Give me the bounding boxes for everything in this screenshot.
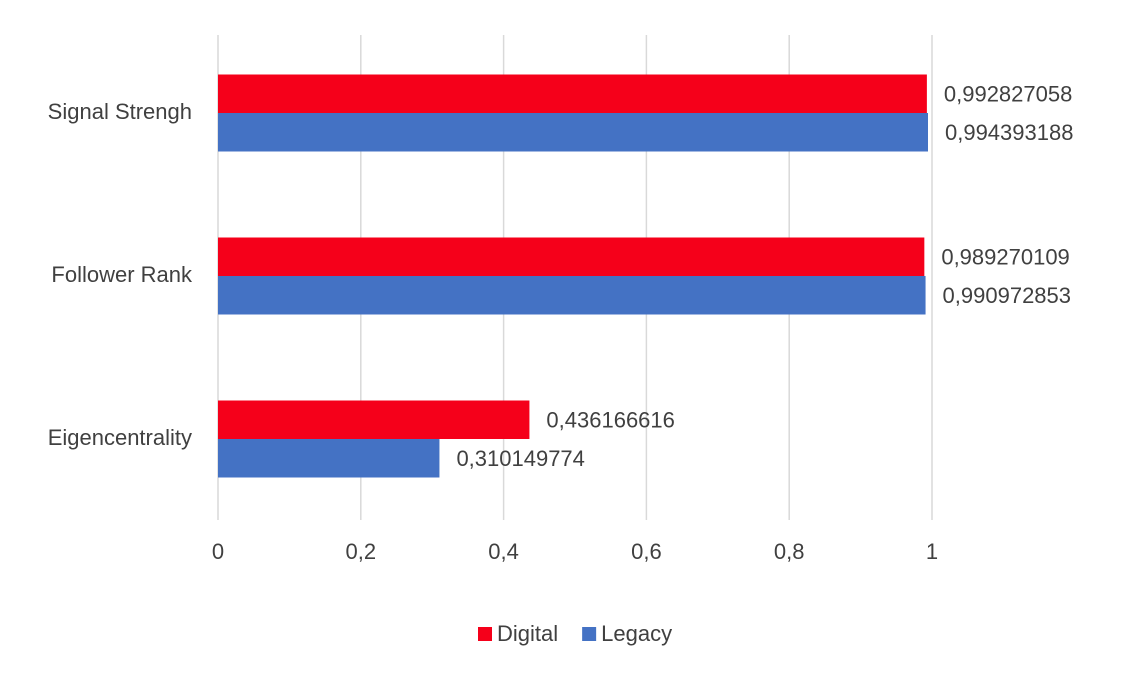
bar: [218, 237, 925, 276]
y-tick-label: Follower Rank: [51, 262, 193, 287]
x-tick-label: 0,6: [631, 539, 662, 564]
legend-label: Digital: [497, 621, 558, 646]
bar: [218, 74, 927, 113]
y-tick-label: Eigencentrality: [48, 425, 192, 450]
value-label: 0,989270109: [941, 245, 1069, 270]
value-label: 0,994393188: [945, 120, 1073, 145]
x-tick-label: 0,2: [346, 539, 377, 564]
y-tick-label: Signal Strengh: [48, 99, 192, 124]
legend-swatch: [478, 627, 492, 641]
x-tick-label: 0,8: [774, 539, 805, 564]
x-tick-label: 1: [926, 539, 938, 564]
value-label: 0,310149774: [456, 446, 584, 471]
bar: [218, 400, 530, 439]
bar: [218, 113, 928, 152]
legend-label: Legacy: [601, 621, 672, 646]
value-label: 0,992827058: [944, 82, 1072, 107]
value-label: 0,990972853: [943, 283, 1071, 308]
x-tick-label: 0: [212, 539, 224, 564]
bar: [218, 276, 926, 315]
legend-swatch: [582, 627, 597, 641]
bar: [218, 439, 440, 478]
x-tick-label: 0,4: [488, 539, 519, 564]
value-label: 0,436166616: [546, 408, 674, 433]
